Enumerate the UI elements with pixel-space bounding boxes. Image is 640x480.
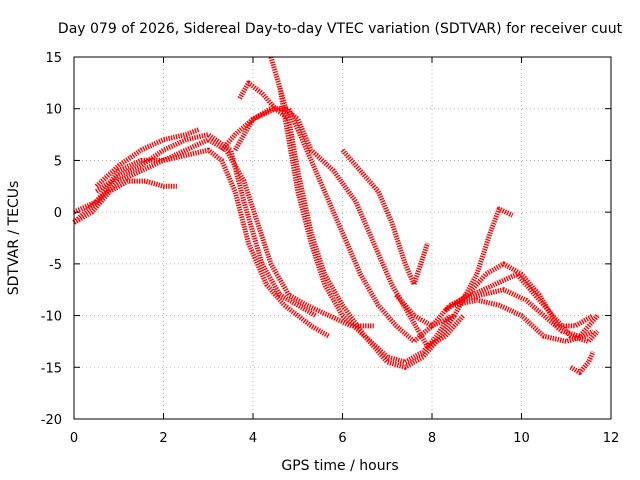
grid-lines	[74, 57, 611, 419]
x-tick-label: 8	[428, 431, 436, 446]
x-tick-label: 4	[249, 431, 257, 446]
tick-labels: 0 2 4 6 8 10 12 -20 -15 -10 -5 0 5 10 15	[41, 51, 620, 446]
x-tick-label: 12	[603, 431, 620, 446]
y-tick-label: 5	[54, 154, 62, 169]
x-axis-label: GPS time / hours	[281, 458, 398, 474]
y-tick-label: -20	[41, 413, 62, 428]
y-tick-label: -5	[49, 258, 62, 273]
x-tick-label: 0	[70, 431, 78, 446]
series-line-arc-13	[443, 261, 595, 329]
series-line-arc-16	[453, 297, 595, 344]
x-tick-label: 10	[513, 431, 530, 446]
series-line-arc-4	[94, 132, 317, 318]
y-tick-label: -15	[41, 361, 62, 376]
series-line-arc-8	[237, 80, 291, 122]
x-tick-label: 2	[159, 431, 167, 446]
ticks	[73, 56, 612, 420]
series-line-arc-5	[94, 127, 201, 189]
series-line-arc-2	[72, 147, 331, 339]
y-tick-label: -10	[41, 310, 62, 325]
chart-title: Day 079 of 2026, Sidereal Day-to-day VTE…	[58, 21, 623, 37]
series-line-arc-11	[340, 148, 430, 287]
y-tick-label: 10	[45, 103, 62, 118]
series-line-arc-15	[458, 287, 600, 339]
series-line-arc-10	[277, 87, 452, 365]
y-tick-label: 15	[45, 51, 62, 66]
x-tick-label: 6	[338, 431, 346, 446]
series-line-arc-14	[448, 271, 600, 344]
y-axis-label: SDTVAR / TECUs	[6, 181, 22, 296]
series-line-arc-9	[268, 56, 457, 370]
series-line-arc-1	[72, 178, 177, 225]
series-group	[72, 56, 600, 375]
y-tick-label: 0	[54, 206, 62, 221]
series-line-arc-17	[569, 350, 596, 375]
